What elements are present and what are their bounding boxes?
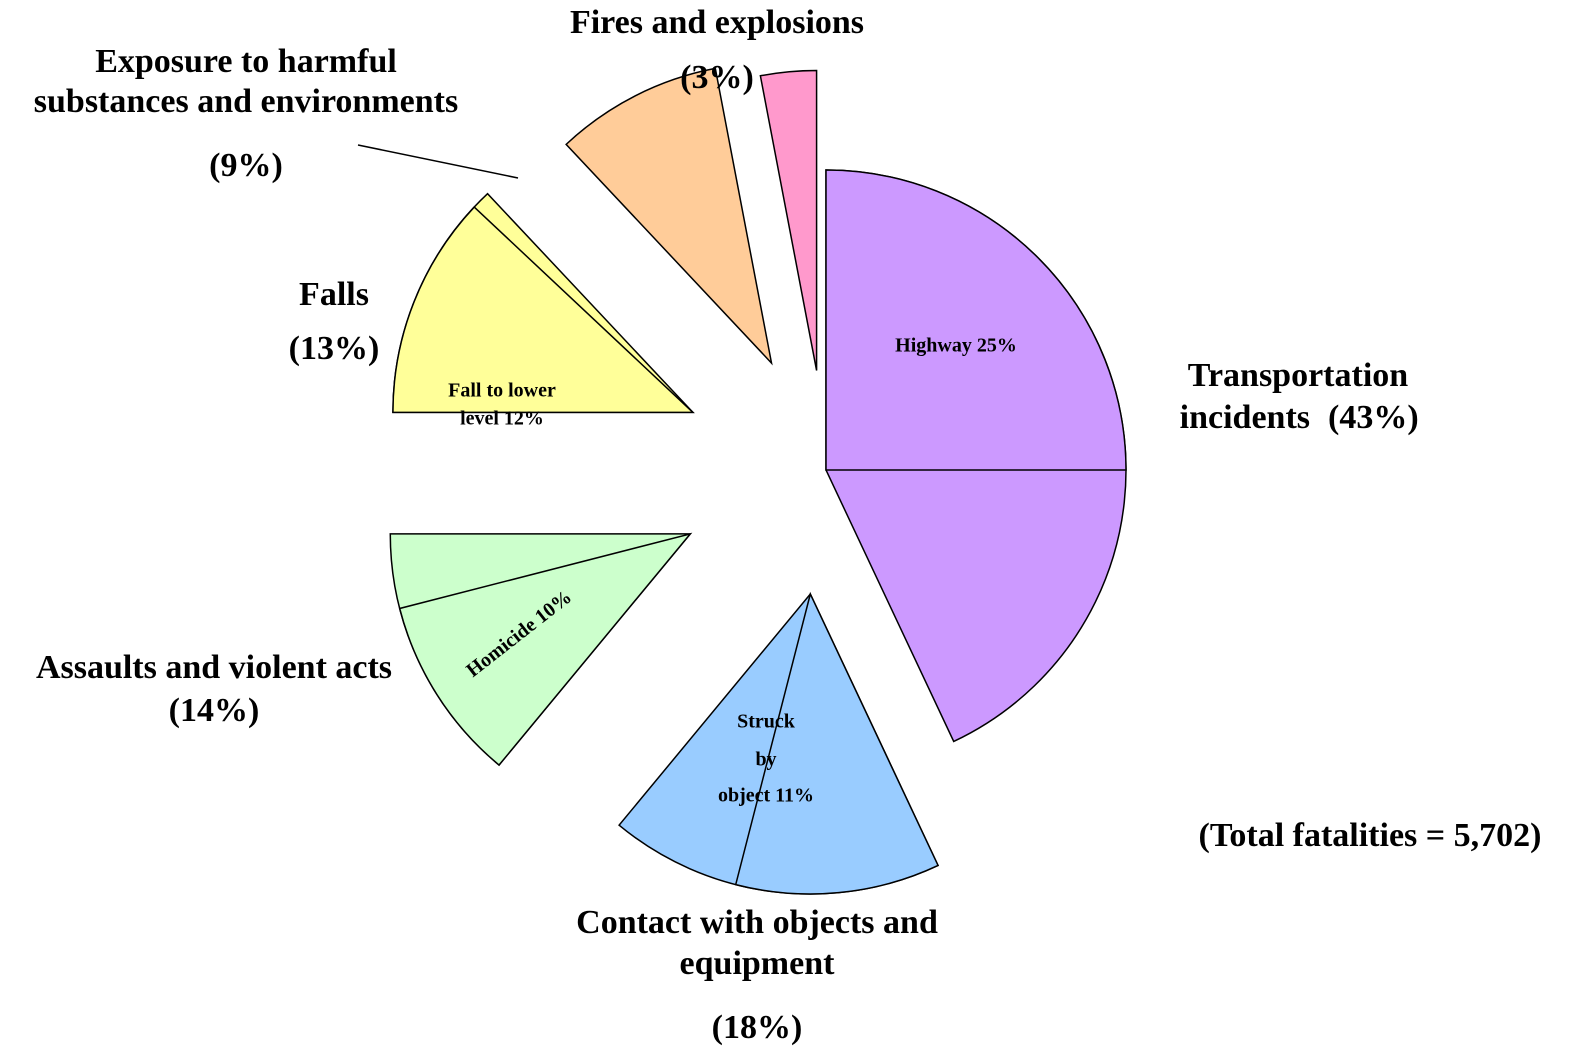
value-label: (18%): [712, 1009, 803, 1046]
value-label: (13%): [289, 330, 380, 367]
sub-slice: [825, 169, 1127, 471]
detail-label: level 12%: [460, 408, 544, 430]
annotation: (Total fatalities = 5,702): [1199, 817, 1542, 854]
slice-label: Transportation: [1188, 357, 1408, 394]
slice-label: Contact with objects and: [576, 904, 938, 941]
value-label: (14%): [169, 692, 260, 729]
pie-slice: [565, 67, 773, 366]
slice-label: equipment: [680, 945, 836, 982]
leader-line: [357, 144, 519, 179]
sub-slice: [734, 591, 940, 895]
slice-label: Exposure to harmful: [95, 43, 397, 80]
detail-label: Struck: [737, 711, 796, 733]
pie-slice: [759, 69, 818, 371]
sub-slice: [392, 205, 695, 414]
sub-slice: [398, 532, 693, 767]
slice-label: substances and environments: [34, 83, 458, 120]
slice-label: Fires and explosions: [570, 4, 864, 41]
value-label: (9%): [209, 147, 283, 184]
detail-label: object 11%: [718, 785, 814, 807]
slice-label: Assaults and violent acts: [36, 649, 392, 686]
value-label: (3%): [680, 59, 754, 96]
slice-label: incidents: [1180, 399, 1310, 436]
detail-label: Fall to lower: [448, 380, 556, 402]
detail-label: by: [755, 749, 776, 771]
slice-label: Falls: [299, 276, 369, 313]
value-label: (43%): [1328, 399, 1419, 436]
detail-label: Highway 25%: [895, 335, 1017, 357]
